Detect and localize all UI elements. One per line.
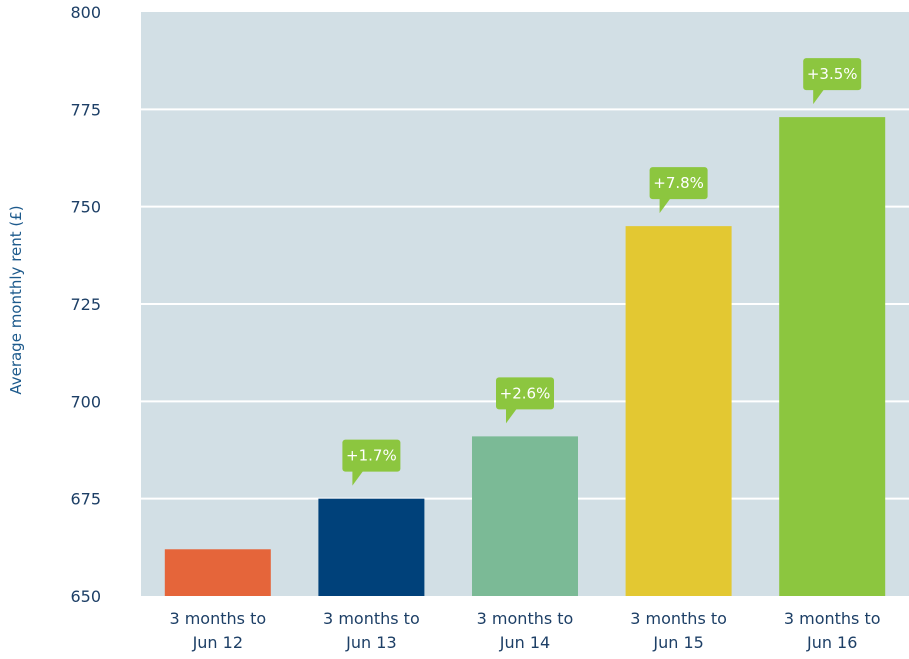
y-tick-label: 775 bbox=[70, 100, 101, 119]
y-tick-label: 650 bbox=[70, 587, 101, 606]
callout-pointer bbox=[659, 198, 671, 214]
y-axis-label: Average monthly rent (£) bbox=[7, 205, 25, 394]
x-category-line: 3 months to bbox=[323, 609, 420, 628]
x-category-line: Jun 16 bbox=[806, 633, 857, 652]
bars bbox=[164, 117, 886, 597]
x-category-label: 3 months to Jun 16 bbox=[784, 609, 881, 652]
x-category-label: 3 months to Jun 13 bbox=[323, 609, 420, 652]
bar bbox=[472, 436, 578, 596]
x-category-label: 3 months to Jun 15 bbox=[630, 609, 727, 652]
y-tick-label: 750 bbox=[70, 198, 101, 217]
change-label: +1.7% bbox=[346, 447, 397, 465]
callout-box bbox=[342, 439, 401, 472]
change-callout: +3.5% bbox=[803, 58, 862, 105]
x-category-line: Jun 12 bbox=[192, 633, 243, 652]
callout-pointer bbox=[352, 470, 364, 486]
bar bbox=[625, 226, 732, 596]
x-category-label: 3 months to Jun 12 bbox=[169, 609, 266, 652]
x-category-line: 3 months to bbox=[169, 609, 266, 628]
x-category-line: Jun 14 bbox=[499, 633, 550, 652]
y-tick-label: 675 bbox=[70, 490, 101, 509]
bar bbox=[779, 117, 886, 597]
x-category-line: 3 months to bbox=[630, 609, 727, 628]
callout-box bbox=[649, 167, 708, 200]
change-callout: +2.6% bbox=[496, 377, 554, 424]
change-callout: +1.7% bbox=[342, 439, 401, 486]
callout-box bbox=[496, 377, 554, 410]
change-callouts: +1.7% +2.6% +7.8% +3.5% bbox=[342, 58, 862, 486]
change-callout: +7.8% bbox=[649, 167, 708, 214]
x-category-label: 3 months to Jun 14 bbox=[477, 609, 574, 652]
callout-box bbox=[803, 58, 862, 91]
y-axis-ticks: 650 675 700 725 750 775 800 bbox=[70, 3, 101, 606]
x-category-line: 3 months to bbox=[784, 609, 881, 628]
y-tick-label: 725 bbox=[70, 295, 101, 314]
callout-pointer bbox=[813, 89, 825, 105]
change-label: +3.5% bbox=[807, 65, 858, 83]
y-tick-label: 800 bbox=[70, 3, 101, 22]
change-label: +7.8% bbox=[653, 174, 704, 192]
x-category-line: 3 months to bbox=[477, 609, 574, 628]
bar bbox=[164, 549, 271, 596]
callout-pointer bbox=[506, 408, 517, 424]
y-tick-label: 700 bbox=[70, 392, 101, 411]
change-label: +2.6% bbox=[500, 384, 551, 402]
bar bbox=[318, 498, 425, 596]
x-category-line: Jun 13 bbox=[345, 633, 396, 652]
x-axis-labels: 3 months to Jun 123 months to Jun 133 mont… bbox=[169, 609, 880, 652]
x-category-line: Jun 15 bbox=[652, 633, 703, 652]
